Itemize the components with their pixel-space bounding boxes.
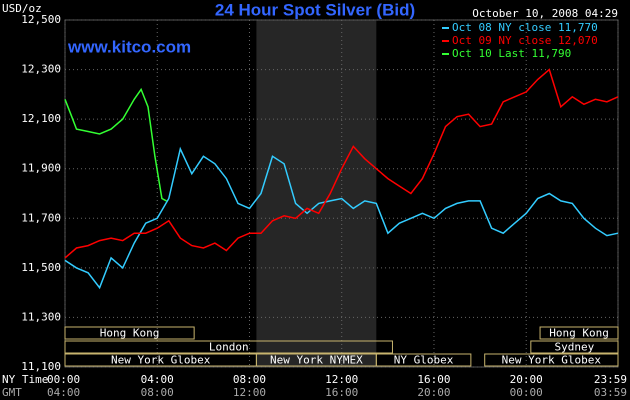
- x-tick-label: 16:00: [417, 373, 450, 386]
- session-box: [375, 353, 472, 367]
- session-box: [530, 340, 619, 354]
- y-tick-label: 11,500: [21, 261, 61, 274]
- x2-tick-label: 00:00: [510, 386, 543, 399]
- legend-label: Oct 10 Last 11,790: [452, 47, 571, 60]
- session-label: London: [209, 341, 249, 354]
- x2-tick-label: 20:00: [417, 386, 450, 399]
- y-tick-label: 11,100: [21, 360, 61, 373]
- x2-tick-label: 04:00: [47, 386, 80, 399]
- x-tick-label: 00:00: [47, 373, 80, 386]
- x2-tick-label: 16:00: [325, 386, 358, 399]
- legend-label: Oct 09 NY close 12,070: [452, 34, 598, 47]
- timestamp: October 10, 2008 04:29: [472, 7, 618, 20]
- y-tick-label: 11,300: [21, 310, 61, 323]
- y-tick-label: 12,500: [21, 13, 61, 26]
- y-tick-label: 12,300: [21, 63, 61, 76]
- x2-row-label: GMT: [2, 386, 22, 399]
- session-label: New York NYMEX: [270, 354, 363, 367]
- y-tick-label: 11,700: [21, 211, 61, 224]
- x2-tick-label: 08:00: [141, 386, 174, 399]
- series-line: [64, 146, 619, 290]
- chart-title: 24 Hour Spot Silver (Bid): [215, 0, 415, 19]
- legend-label: Oct 08 NY close 11,770: [452, 21, 598, 34]
- session-label: Hong Kong: [549, 327, 609, 340]
- plot-area: [64, 19, 619, 368]
- x-row-label: NY Time: [2, 373, 48, 386]
- session-box: [64, 326, 195, 340]
- x-tick-label: 20:00: [510, 373, 543, 386]
- x2-tick-label: 12:00: [233, 386, 266, 399]
- session-label: NY Globex: [394, 354, 454, 367]
- x-tick-label: 12:00: [325, 373, 358, 386]
- y-unit-label: USD/oz: [2, 2, 42, 15]
- x2-tick-label: 03:59: [594, 386, 627, 399]
- session-label: New York Globex: [111, 354, 211, 367]
- session-label: Hong Kong: [100, 327, 160, 340]
- session-box: [539, 326, 619, 340]
- session-label: New York Globex: [502, 354, 602, 367]
- session-box: [64, 340, 393, 354]
- session-shade: [256, 20, 377, 367]
- x-tick-label: 23:59: [594, 373, 627, 386]
- watermark: www.kitco.com: [67, 37, 191, 56]
- session-box: [484, 353, 619, 367]
- session-label: Sydney: [555, 341, 595, 354]
- series-line: [64, 68, 619, 259]
- y-tick-label: 12,100: [21, 112, 61, 125]
- x-tick-label: 08:00: [233, 373, 266, 386]
- series-line: [64, 87, 167, 202]
- x-tick-label: 04:00: [141, 373, 174, 386]
- y-tick-label: 11,900: [21, 162, 61, 175]
